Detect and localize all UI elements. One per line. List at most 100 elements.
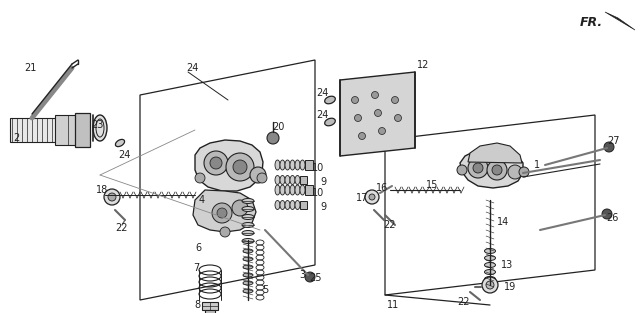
Circle shape bbox=[508, 165, 522, 179]
Bar bbox=[300, 201, 307, 209]
Circle shape bbox=[232, 200, 248, 216]
Ellipse shape bbox=[243, 289, 253, 293]
Ellipse shape bbox=[295, 185, 300, 195]
Text: 22: 22 bbox=[457, 297, 469, 307]
Ellipse shape bbox=[243, 265, 253, 269]
Text: 7: 7 bbox=[193, 263, 199, 273]
Ellipse shape bbox=[324, 96, 335, 104]
Ellipse shape bbox=[243, 273, 253, 277]
Circle shape bbox=[374, 110, 381, 116]
Circle shape bbox=[305, 272, 315, 282]
Text: 2: 2 bbox=[13, 133, 19, 143]
Circle shape bbox=[220, 227, 230, 237]
Text: 10: 10 bbox=[312, 188, 324, 198]
Text: 27: 27 bbox=[608, 136, 620, 146]
Text: 15: 15 bbox=[426, 180, 438, 190]
Circle shape bbox=[355, 115, 362, 121]
Ellipse shape bbox=[243, 249, 253, 253]
Ellipse shape bbox=[115, 139, 125, 146]
Ellipse shape bbox=[290, 185, 295, 195]
Ellipse shape bbox=[242, 239, 254, 244]
Text: 13: 13 bbox=[501, 260, 513, 270]
Text: FR.: FR. bbox=[580, 16, 603, 28]
Circle shape bbox=[365, 190, 379, 204]
Ellipse shape bbox=[275, 201, 280, 209]
Ellipse shape bbox=[290, 160, 295, 170]
Ellipse shape bbox=[290, 176, 295, 184]
Polygon shape bbox=[605, 12, 635, 30]
Ellipse shape bbox=[93, 115, 107, 141]
Text: 1: 1 bbox=[534, 160, 540, 170]
Circle shape bbox=[604, 142, 614, 152]
Bar bbox=[202, 302, 218, 310]
Text: 25: 25 bbox=[310, 273, 323, 283]
Circle shape bbox=[394, 115, 401, 121]
Text: 9: 9 bbox=[320, 177, 326, 187]
Circle shape bbox=[392, 96, 399, 104]
Ellipse shape bbox=[300, 185, 305, 195]
Ellipse shape bbox=[275, 160, 280, 170]
Text: 10: 10 bbox=[312, 163, 324, 173]
Circle shape bbox=[104, 189, 120, 205]
Ellipse shape bbox=[324, 118, 335, 126]
Ellipse shape bbox=[484, 269, 495, 275]
Ellipse shape bbox=[243, 257, 253, 261]
Ellipse shape bbox=[280, 201, 285, 209]
Bar bbox=[305, 185, 313, 195]
Circle shape bbox=[250, 167, 266, 183]
Circle shape bbox=[369, 194, 375, 200]
Polygon shape bbox=[460, 149, 523, 188]
Text: 24: 24 bbox=[316, 110, 328, 120]
Circle shape bbox=[108, 193, 116, 201]
Ellipse shape bbox=[275, 185, 280, 195]
Ellipse shape bbox=[295, 176, 300, 184]
Text: 24: 24 bbox=[316, 88, 328, 98]
Ellipse shape bbox=[285, 176, 290, 184]
Text: 22: 22 bbox=[116, 223, 128, 233]
Text: 22: 22 bbox=[384, 220, 396, 230]
Circle shape bbox=[486, 281, 494, 289]
Circle shape bbox=[257, 173, 267, 183]
Text: 12: 12 bbox=[417, 60, 429, 70]
Ellipse shape bbox=[275, 176, 280, 184]
Text: 16: 16 bbox=[376, 183, 388, 193]
Text: 19: 19 bbox=[504, 282, 516, 292]
Circle shape bbox=[473, 163, 483, 173]
Circle shape bbox=[371, 91, 378, 99]
Ellipse shape bbox=[484, 255, 495, 260]
Text: 24: 24 bbox=[118, 150, 130, 160]
Bar bbox=[305, 160, 313, 170]
Circle shape bbox=[195, 173, 205, 183]
Ellipse shape bbox=[285, 185, 290, 195]
Ellipse shape bbox=[484, 249, 495, 254]
Ellipse shape bbox=[295, 160, 300, 170]
Text: 5: 5 bbox=[262, 285, 268, 295]
Circle shape bbox=[492, 165, 502, 175]
Polygon shape bbox=[195, 140, 263, 191]
Circle shape bbox=[351, 96, 358, 104]
Text: 24: 24 bbox=[186, 63, 198, 73]
Text: 26: 26 bbox=[606, 213, 618, 223]
Ellipse shape bbox=[285, 201, 290, 209]
Text: 17: 17 bbox=[356, 193, 368, 203]
Polygon shape bbox=[55, 115, 80, 145]
Text: 21: 21 bbox=[24, 63, 36, 73]
Ellipse shape bbox=[484, 263, 495, 268]
Ellipse shape bbox=[242, 198, 254, 203]
Circle shape bbox=[233, 160, 247, 174]
Ellipse shape bbox=[243, 281, 253, 285]
Bar bbox=[300, 176, 307, 184]
Polygon shape bbox=[75, 113, 90, 147]
Ellipse shape bbox=[242, 223, 254, 228]
Polygon shape bbox=[340, 72, 415, 156]
Ellipse shape bbox=[280, 160, 285, 170]
Ellipse shape bbox=[280, 185, 285, 195]
Circle shape bbox=[217, 208, 227, 218]
Circle shape bbox=[212, 203, 232, 223]
Circle shape bbox=[482, 277, 498, 293]
Text: 3: 3 bbox=[299, 270, 305, 280]
Text: 11: 11 bbox=[387, 300, 399, 310]
Text: 9: 9 bbox=[320, 202, 326, 212]
Ellipse shape bbox=[285, 160, 290, 170]
Circle shape bbox=[602, 209, 612, 219]
